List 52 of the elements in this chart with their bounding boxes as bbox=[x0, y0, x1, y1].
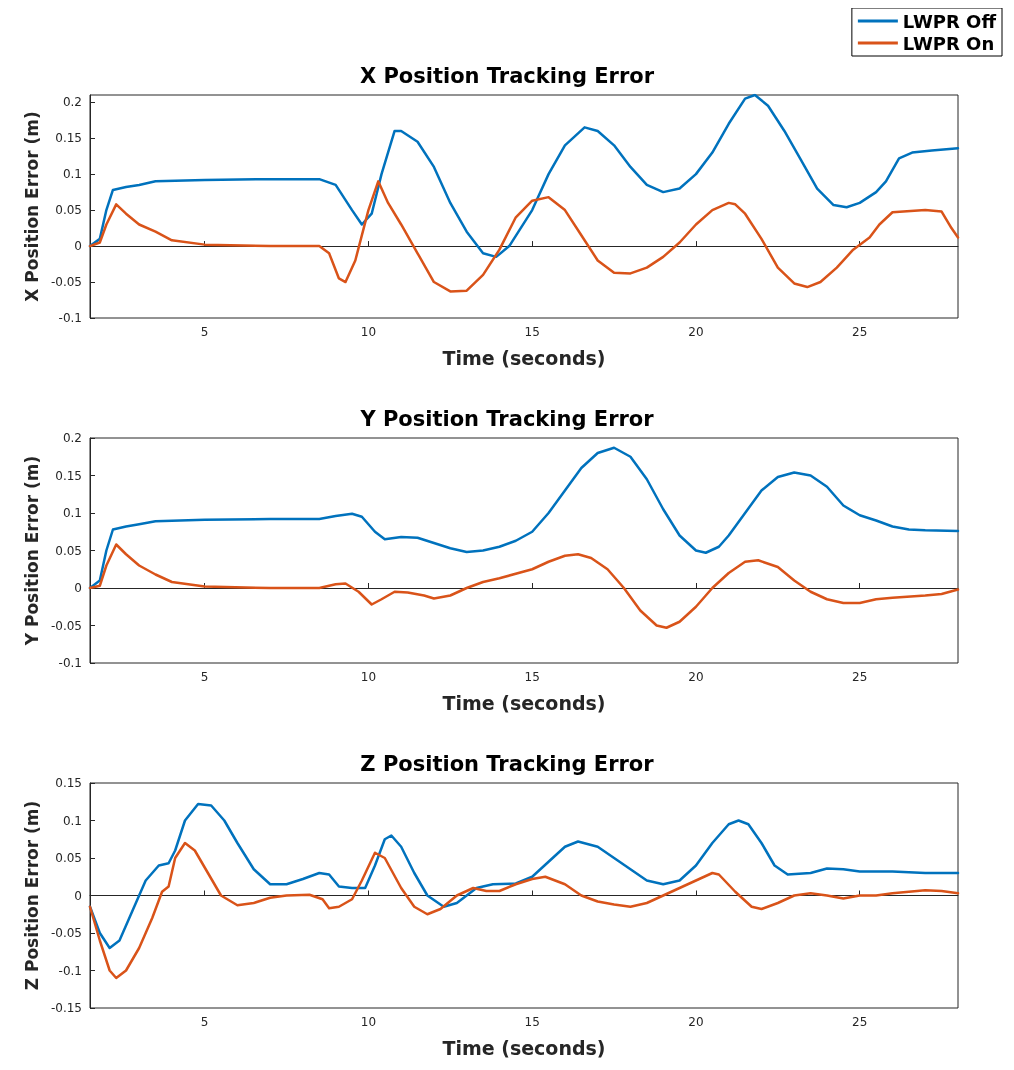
line-series bbox=[88, 180, 960, 293]
y-tick-label: 0.05 bbox=[55, 851, 82, 865]
y-tick-label: 0.1 bbox=[62, 506, 82, 520]
x-tick-label: 5 bbox=[200, 670, 209, 684]
y-axis-title: X Position Error (m) bbox=[21, 111, 42, 302]
line-series bbox=[88, 543, 960, 629]
y-axis-title: Y Position Error (m) bbox=[21, 455, 42, 647]
y-tick-label: -0.15 bbox=[50, 1001, 82, 1015]
x-tick-label: 15 bbox=[524, 325, 540, 339]
y-tick-label: 0 bbox=[74, 581, 82, 595]
x-tick-label: 10 bbox=[360, 670, 377, 684]
x-tick-label: 20 bbox=[688, 1015, 704, 1029]
x-tick-label: 15 bbox=[524, 1015, 540, 1029]
y-tick-label: 0 bbox=[74, 239, 82, 254]
y-tick-label: -0.1 bbox=[58, 656, 82, 670]
chart-title: Z Position Tracking Error bbox=[360, 751, 655, 776]
y-tick-label: -0.1 bbox=[58, 963, 82, 978]
x-tick-label: 5 bbox=[200, 325, 209, 339]
y-tick-label: 0.15 bbox=[55, 468, 82, 483]
x-tick-label: 15 bbox=[524, 670, 540, 684]
y-tick-label: -0.05 bbox=[50, 618, 82, 633]
x-axis-title: Time (seconds) bbox=[442, 1036, 606, 1059]
y-tick-label: 0.15 bbox=[55, 776, 82, 790]
line-series bbox=[88, 841, 960, 980]
legend-label: LWPR On bbox=[902, 32, 995, 54]
y-tick-label: 0.2 bbox=[62, 95, 82, 110]
y-tick-label: 0.05 bbox=[55, 543, 82, 558]
x-axis-title: Time (seconds) bbox=[442, 691, 606, 714]
y-tick-label: 0.1 bbox=[62, 167, 82, 182]
x-tick-label: 25 bbox=[852, 670, 868, 684]
x-tick-label: 20 bbox=[688, 670, 704, 684]
x-tick-label: 20 bbox=[688, 325, 704, 339]
legend-label: LWPR Off bbox=[902, 10, 997, 32]
x-tick-label: 25 bbox=[852, 1015, 868, 1029]
y-tick-label: 0.15 bbox=[55, 131, 82, 146]
chart-title: X Position Tracking Error bbox=[359, 63, 655, 88]
y-tick-label: 0.05 bbox=[55, 203, 82, 218]
y-axis-title: Z Position Error (m) bbox=[21, 800, 42, 991]
x-tick-label: 10 bbox=[360, 1015, 377, 1029]
x-axis-title: Time (seconds) bbox=[442, 346, 606, 369]
y-tick-label: -0.1 bbox=[58, 311, 82, 325]
line-series bbox=[88, 446, 960, 590]
y-tick-label: 0.1 bbox=[62, 813, 82, 828]
x-tick-label: 10 bbox=[360, 325, 377, 339]
y-tick-label: -0.05 bbox=[50, 926, 82, 940]
x-tick-label: 25 bbox=[852, 325, 868, 339]
line-series bbox=[88, 93, 960, 259]
y-tick-label: -0.05 bbox=[50, 275, 82, 290]
chart-title: Y Position Tracking Error bbox=[359, 406, 655, 431]
y-tick-label: 0 bbox=[74, 888, 82, 903]
x-tick-label: 5 bbox=[200, 1015, 209, 1029]
y-tick-label: 0.2 bbox=[62, 431, 82, 445]
